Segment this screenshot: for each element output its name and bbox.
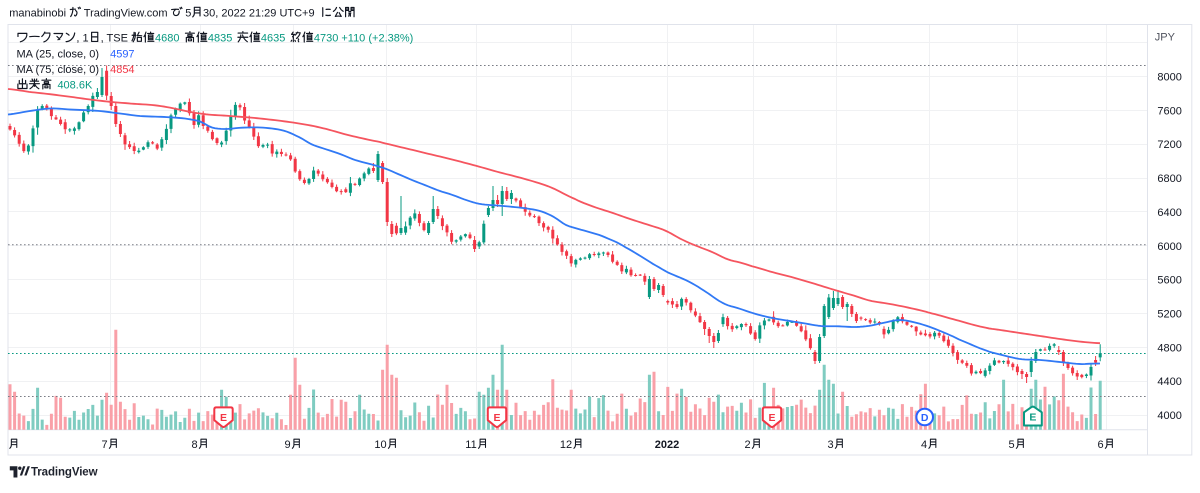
svg-text:5: 5 — [185, 8, 191, 20]
svg-text:MA (25, close, 0): MA (25, close, 0) — [17, 48, 100, 60]
svg-text:6800: 6800 — [1157, 173, 1181, 185]
svg-text:6400: 6400 — [1157, 207, 1181, 219]
svg-text:4730: 4730 — [314, 33, 338, 45]
svg-text:4: 4 — [921, 439, 927, 451]
svg-text:30, 2022 21:29 UTC+9: 30, 2022 21:29 UTC+9 — [203, 8, 315, 20]
svg-text:4400: 4400 — [1157, 376, 1181, 388]
svg-text:5200: 5200 — [1157, 309, 1181, 321]
svg-text:3: 3 — [827, 439, 833, 451]
svg-text:7200: 7200 — [1157, 139, 1181, 151]
svg-text:8000: 8000 — [1157, 72, 1181, 84]
svg-text:5: 5 — [1008, 439, 1014, 451]
svg-text:5600: 5600 — [1157, 275, 1181, 287]
svg-text:2: 2 — [744, 439, 750, 451]
svg-text:4000: 4000 — [1157, 410, 1181, 422]
svg-text:4597: 4597 — [110, 48, 134, 60]
svg-text:E: E — [1029, 411, 1036, 423]
svg-text:6000: 6000 — [1157, 241, 1181, 253]
svg-text:E: E — [493, 412, 500, 424]
svg-text:9: 9 — [284, 439, 290, 451]
svg-text:6: 6 — [1097, 439, 1103, 451]
svg-text:MA (75, close, 0): MA (75, close, 0) — [17, 64, 100, 76]
svg-text:4835: 4835 — [208, 33, 232, 45]
svg-text:, TSE: , TSE — [101, 33, 128, 45]
svg-text:4635: 4635 — [261, 33, 285, 45]
svg-text:, 1: , 1 — [76, 33, 88, 45]
svg-text:TradingView: TradingView — [31, 467, 98, 479]
svg-text:408.6K: 408.6K — [57, 80, 93, 92]
svg-text:manabinobi: manabinobi — [9, 8, 66, 20]
svg-text:8: 8 — [191, 439, 197, 451]
svg-text:E: E — [768, 412, 775, 424]
svg-text:D: D — [921, 412, 929, 424]
svg-text:7: 7 — [101, 439, 107, 451]
svg-text:10: 10 — [374, 439, 386, 451]
svg-text:4680: 4680 — [155, 33, 179, 45]
svg-text:E: E — [220, 412, 227, 424]
svg-text:7600: 7600 — [1157, 105, 1181, 117]
svg-text:TradingView.com: TradingView.com — [84, 8, 168, 20]
svg-text:4800: 4800 — [1157, 342, 1181, 354]
svg-text:JPY: JPY — [1155, 32, 1176, 44]
svg-text:12: 12 — [560, 439, 572, 451]
svg-text:11: 11 — [465, 439, 476, 451]
svg-text:4854: 4854 — [110, 64, 134, 76]
svg-text:2022: 2022 — [655, 439, 679, 451]
svg-text:+110 (+2.38%): +110 (+2.38%) — [341, 33, 413, 45]
